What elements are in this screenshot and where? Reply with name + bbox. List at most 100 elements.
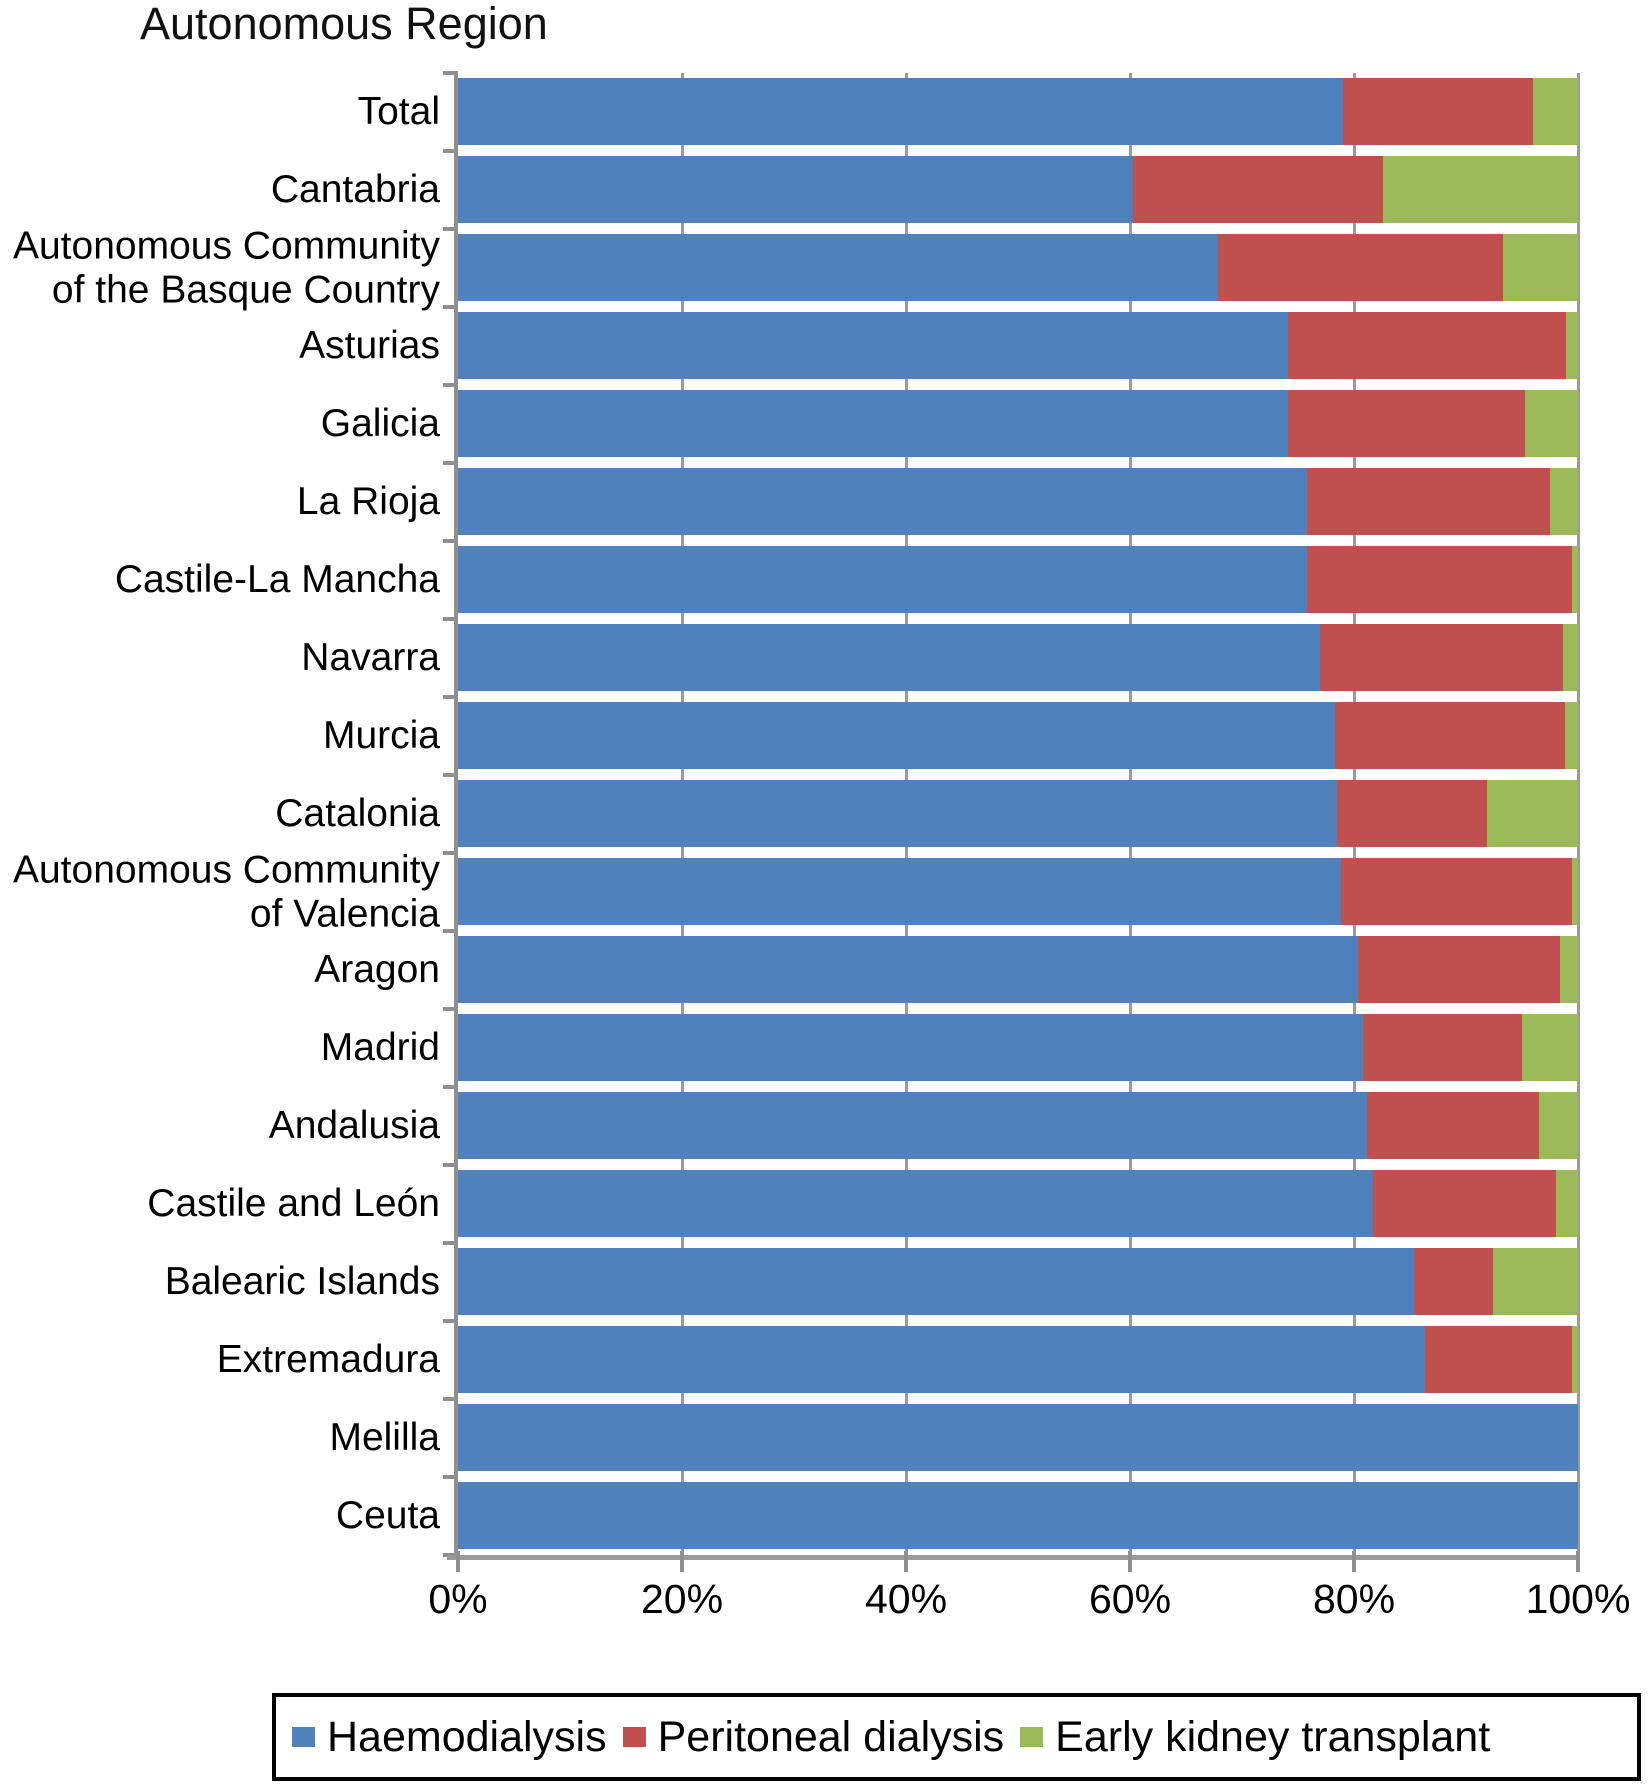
x-tick-label: 40% [864,1576,948,1622]
bar-row [458,702,1578,769]
bar-segment-peritoneal-dialysis [1367,1092,1539,1159]
category-label: Autonomous Community of the Basque Count… [12,224,440,311]
bar-row [458,312,1578,379]
bar-segment-haemodialysis [458,546,1307,613]
category-label: Asturias [299,324,440,368]
bar-segment-haemodialysis [458,1170,1374,1237]
x-axis-tick [1352,1551,1356,1572]
bar-row [458,1404,1578,1471]
bar-segment-haemodialysis [458,1326,1425,1393]
y-axis-tick [443,71,458,75]
bar-row [458,78,1578,145]
category-label: La Rioja [296,480,440,524]
bar-segment-haemodialysis [458,624,1321,691]
y-axis-tick [443,461,458,465]
bar-segment-haemodialysis [458,1092,1368,1159]
category-label: Melilla [329,1416,440,1460]
bar-segment-early-kidney-transplant [1563,624,1578,691]
category-label: Extremadura [216,1338,440,1382]
bar-row [458,780,1578,847]
legend-marker-early-kidney-transplant [1020,1727,1044,1747]
bar-segment-early-kidney-transplant [1525,390,1578,457]
bar-segment-haemodialysis [458,702,1335,769]
bar-segment-haemodialysis [458,1404,1578,1471]
bar-segment-haemodialysis [458,936,1359,1003]
y-axis-tick [443,305,458,309]
category-label: Andalusia [268,1104,440,1148]
bar-segment-early-kidney-transplant [1572,858,1578,925]
category-label: Castile-La Mancha [114,558,440,602]
chart-title: Autonomous Region [140,0,548,49]
x-tick-label: 20% [640,1576,724,1622]
bar-segment-peritoneal-dialysis [1287,312,1566,379]
bar-row [458,624,1578,691]
bar-segment-peritoneal-dialysis [1306,546,1573,613]
bar-row [458,858,1578,925]
legend-label: Early kidney transplant [1055,1712,1491,1761]
bar-row [458,234,1578,301]
category-label: Navarra [301,636,440,680]
bar-segment-peritoneal-dialysis [1334,702,1565,769]
bar-row [458,936,1578,1003]
bar-row [458,1092,1578,1159]
bar-segment-early-kidney-transplant [1487,780,1578,847]
legend-marker-peritoneal-dialysis [622,1727,646,1747]
y-axis-tick [443,617,458,621]
bar-row [458,1170,1578,1237]
bar-segment-haemodialysis [458,390,1288,457]
category-label: Madrid [320,1026,440,1070]
bar-segment-peritoneal-dialysis [1218,234,1503,301]
bar-segment-peritoneal-dialysis [1362,1014,1522,1081]
gridline [1576,73,1580,1555]
x-tick-label: 80% [1312,1576,1396,1622]
bar-segment-haemodialysis [458,858,1341,925]
legend-marker-haemodialysis [292,1727,315,1747]
bar-segment-peritoneal-dialysis [1320,624,1564,691]
legend-box: Haemodialysis Peritoneal dialysis Early ki… [272,1693,1641,1781]
bar-segment-peritoneal-dialysis [1133,156,1384,223]
bar-segment-haemodialysis [458,1482,1578,1549]
bar-row [458,546,1578,613]
bar-segment-peritoneal-dialysis [1340,858,1573,925]
bar-segment-peritoneal-dialysis [1373,1170,1556,1237]
y-axis-tick [443,851,458,855]
x-tick-label: 60% [1088,1576,1172,1622]
y-axis-tick [443,1163,458,1167]
bar-segment-early-kidney-transplant [1502,234,1578,301]
y-axis-tick [443,1007,458,1011]
x-axis-tick [904,1551,908,1572]
bar-segment-early-kidney-transplant [1549,468,1578,535]
legend-item-peritoneal-dialysis: Peritoneal dialysis [622,1712,1005,1762]
bar-segment-early-kidney-transplant [1521,1014,1578,1081]
bar-segment-peritoneal-dialysis [1287,390,1526,457]
y-axis-tick [443,227,458,231]
legend-item-early-kidney-transplant: Early kidney transplant [1020,1713,1490,1762]
x-tick-label: 100% [1525,1576,1631,1622]
y-axis-tick [443,773,458,777]
legend-label: Haemodialysis [327,1712,607,1761]
legend-label: Peritoneal dialysis [657,1712,1005,1761]
bar-segment-peritoneal-dialysis [1414,1248,1493,1315]
y-axis-line [454,73,458,1555]
bar-row [458,1014,1578,1081]
y-axis-tick [443,1475,458,1479]
bar-segment-early-kidney-transplant [1564,702,1578,769]
y-axis-tick [443,695,458,699]
category-label: Total [357,90,440,134]
bar-segment-haemodialysis [458,234,1219,301]
category-label: Autonomous Community of Valencia [12,848,440,935]
y-axis-tick [443,149,458,153]
x-axis-tick [1128,1551,1132,1572]
x-axis-tick [680,1551,684,1572]
bar-segment-early-kidney-transplant [1383,156,1578,223]
x-axis-tick [1576,1551,1580,1572]
bar-segment-peritoneal-dialysis [1424,1326,1573,1393]
bar-row [458,1482,1578,1549]
y-axis-tick [443,1085,458,1089]
category-label: Aragon [314,948,440,992]
bar-row [458,468,1578,535]
bar-segment-early-kidney-transplant [1492,1248,1578,1315]
category-label: Balearic Islands [164,1260,440,1304]
legend-item-haemodialysis: Haemodialysis [292,1713,607,1762]
